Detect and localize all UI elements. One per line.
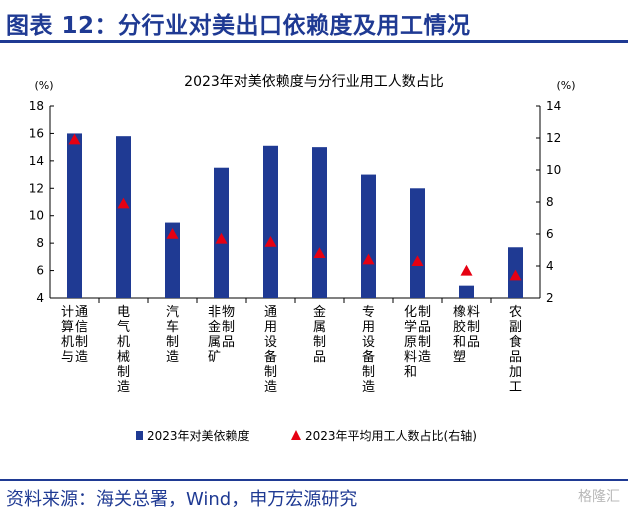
footer-divider	[0, 479, 628, 481]
left-tick-label: 14	[29, 154, 44, 168]
left-tick-label: 18	[29, 99, 44, 113]
triangle-marker	[166, 228, 179, 239]
right-tick-label: 12	[546, 131, 561, 145]
left-tick-label: 6	[36, 264, 44, 278]
category-label: 金属制品	[313, 304, 326, 365]
left-axis-unit: (%)	[34, 79, 53, 92]
chart: 2023年对美依赖度与分行业用工人数占比 (%) (%) 4 6 8 10 12 14 16…	[29, 74, 576, 443]
legend-triangle-swatch	[291, 430, 301, 440]
category-label: 化学原料和制品制造	[404, 305, 431, 380]
legend-bar-swatch	[136, 431, 143, 440]
triangle-marker	[215, 232, 228, 244]
left-tick-label: 8	[36, 236, 44, 250]
source-note: 资料来源：海关总署，Wind，申万宏源研究	[6, 489, 358, 510]
category-label: 计算机与通信制造	[61, 305, 88, 365]
left-tick-label: 16	[29, 126, 44, 140]
right-tick-label: 2	[546, 291, 554, 305]
category-label: 通用设备制造	[264, 305, 277, 395]
right-tick-label: 10	[546, 163, 561, 177]
bar	[410, 188, 425, 298]
right-tick-label: 4	[546, 259, 554, 273]
header-divider	[0, 40, 628, 43]
triangle-marker	[460, 264, 473, 276]
category-label: 电气机械制造	[117, 305, 130, 395]
left-tick-label: 10	[29, 209, 44, 223]
triangle-marker	[362, 253, 375, 265]
bar	[459, 285, 474, 298]
plot-area: 4 6 8 10 12 14 16 18 2 4 6 8 10 12 14 计算机与通信制造 电气机械制造 汽车制…	[29, 99, 562, 395]
chart-title: 2023年对美依赖度与分行业用工人数占比	[184, 74, 444, 90]
category-label: 非金属矿物制品	[208, 305, 235, 365]
right-tick-label: 8	[546, 195, 554, 209]
category-label: 橡胶和塑料制品	[453, 305, 480, 365]
report-header: 图表 12：分行业对美出口依赖度及用工情况	[0, 0, 628, 44]
left-tick-label: 12	[29, 181, 44, 195]
triangle-marker	[411, 255, 424, 266]
bar	[361, 174, 376, 298]
triangle-marker	[509, 269, 522, 281]
legend-bar-label: 2023年对美依赖度	[147, 428, 250, 443]
bar	[165, 222, 180, 298]
left-tick-label: 4	[36, 291, 44, 305]
category-label: 农副食品加工	[509, 305, 522, 395]
figure-title: 图表 12：分行业对美出口依赖度及用工情况	[6, 13, 471, 39]
triangle-marker	[68, 133, 81, 145]
legend-triangle-label: 2023年平均用工人数占比(右轴)	[305, 428, 477, 443]
legend: 2023年对美依赖度 2023年平均用工人数占比(右轴)	[136, 428, 477, 443]
bar	[263, 145, 278, 298]
right-tick-label: 14	[546, 99, 561, 113]
bar	[67, 133, 82, 298]
category-label: 专用设备制造	[362, 305, 375, 395]
right-axis-unit: (%)	[556, 79, 575, 92]
category-label: 汽车制造	[166, 305, 179, 365]
triangle-marker	[264, 236, 277, 247]
bar	[312, 147, 327, 298]
watermark: 格隆汇	[578, 489, 620, 505]
triangle-marker	[117, 197, 130, 209]
triangle-marker	[313, 247, 326, 258]
bar	[116, 136, 131, 298]
right-tick-label: 6	[546, 227, 554, 241]
